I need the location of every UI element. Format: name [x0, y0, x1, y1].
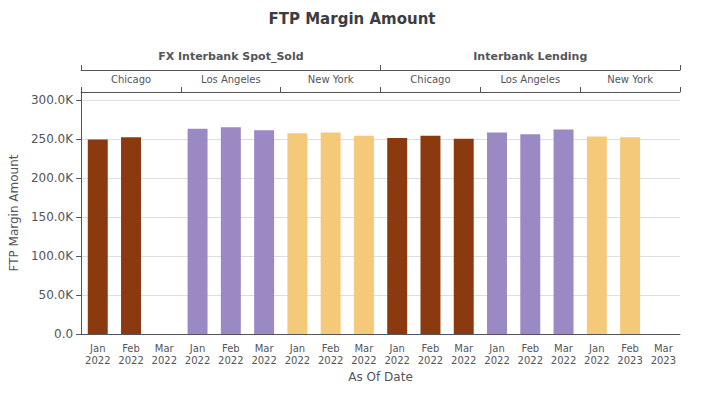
svg-text:2022: 2022 [85, 355, 110, 366]
svg-text:Mar: Mar [454, 343, 474, 354]
svg-text:As Of Date: As Of Date [348, 370, 412, 384]
svg-text:Feb: Feb [521, 343, 539, 354]
svg-text:50.0K: 50.0K [39, 288, 75, 302]
svg-text:150.0K: 150.0K [31, 210, 74, 224]
svg-text:200.0K: 200.0K [31, 171, 74, 185]
svg-text:Mar: Mar [354, 343, 374, 354]
svg-text:Jan: Jan [189, 343, 205, 354]
svg-text:2022: 2022 [518, 355, 543, 366]
svg-text:2022: 2022 [384, 355, 409, 366]
svg-text:Interbank Lending: Interbank Lending [473, 50, 587, 63]
svg-text:Feb: Feb [322, 343, 340, 354]
svg-text:2022: 2022 [351, 355, 376, 366]
svg-text:Mar: Mar [255, 343, 275, 354]
svg-text:FTP Margin Amount: FTP Margin Amount [269, 10, 436, 28]
svg-text:2023: 2023 [617, 355, 642, 366]
svg-text:Jan: Jan [388, 343, 404, 354]
svg-text:Mar: Mar [554, 343, 574, 354]
svg-text:Chicago: Chicago [111, 74, 151, 85]
svg-text:Los Angeles: Los Angeles [201, 74, 261, 85]
svg-text:Los Angeles: Los Angeles [500, 74, 560, 85]
svg-text:Mar: Mar [654, 343, 674, 354]
svg-text:250.0K: 250.0K [31, 132, 74, 146]
svg-text:2022: 2022 [551, 355, 576, 366]
svg-text:2022: 2022 [118, 355, 143, 366]
svg-text:New York: New York [607, 74, 653, 85]
svg-text:2022: 2022 [584, 355, 609, 366]
svg-text:Jan: Jan [89, 343, 105, 354]
svg-text:Feb: Feb [422, 343, 440, 354]
svg-text:Feb: Feb [621, 343, 639, 354]
svg-text:2023: 2023 [651, 355, 676, 366]
svg-text:Feb: Feb [122, 343, 140, 354]
svg-text:Jan: Jan [289, 343, 305, 354]
svg-text:FTP Margin Amount: FTP Margin Amount [7, 154, 21, 271]
svg-text:Mar: Mar [155, 343, 175, 354]
svg-text:300.0K: 300.0K [31, 93, 74, 107]
svg-text:100.0K: 100.0K [31, 249, 74, 263]
svg-text:Jan: Jan [588, 343, 604, 354]
svg-text:2022: 2022 [152, 355, 177, 366]
svg-text:Jan: Jan [488, 343, 504, 354]
svg-text:2022: 2022 [251, 355, 276, 366]
svg-text:2022: 2022 [484, 355, 509, 366]
svg-text:2022: 2022 [185, 355, 210, 366]
svg-text:New York: New York [308, 74, 354, 85]
svg-text:2022: 2022 [285, 355, 310, 366]
svg-text:2022: 2022 [451, 355, 476, 366]
svg-text:FX Interbank Spot_Sold: FX Interbank Spot_Sold [158, 50, 303, 63]
svg-text:Feb: Feb [222, 343, 240, 354]
svg-text:2022: 2022 [318, 355, 343, 366]
svg-text:2022: 2022 [418, 355, 443, 366]
svg-text:0.0: 0.0 [54, 327, 73, 341]
svg-text:2022: 2022 [218, 355, 243, 366]
svg-text:Chicago: Chicago [410, 74, 450, 85]
